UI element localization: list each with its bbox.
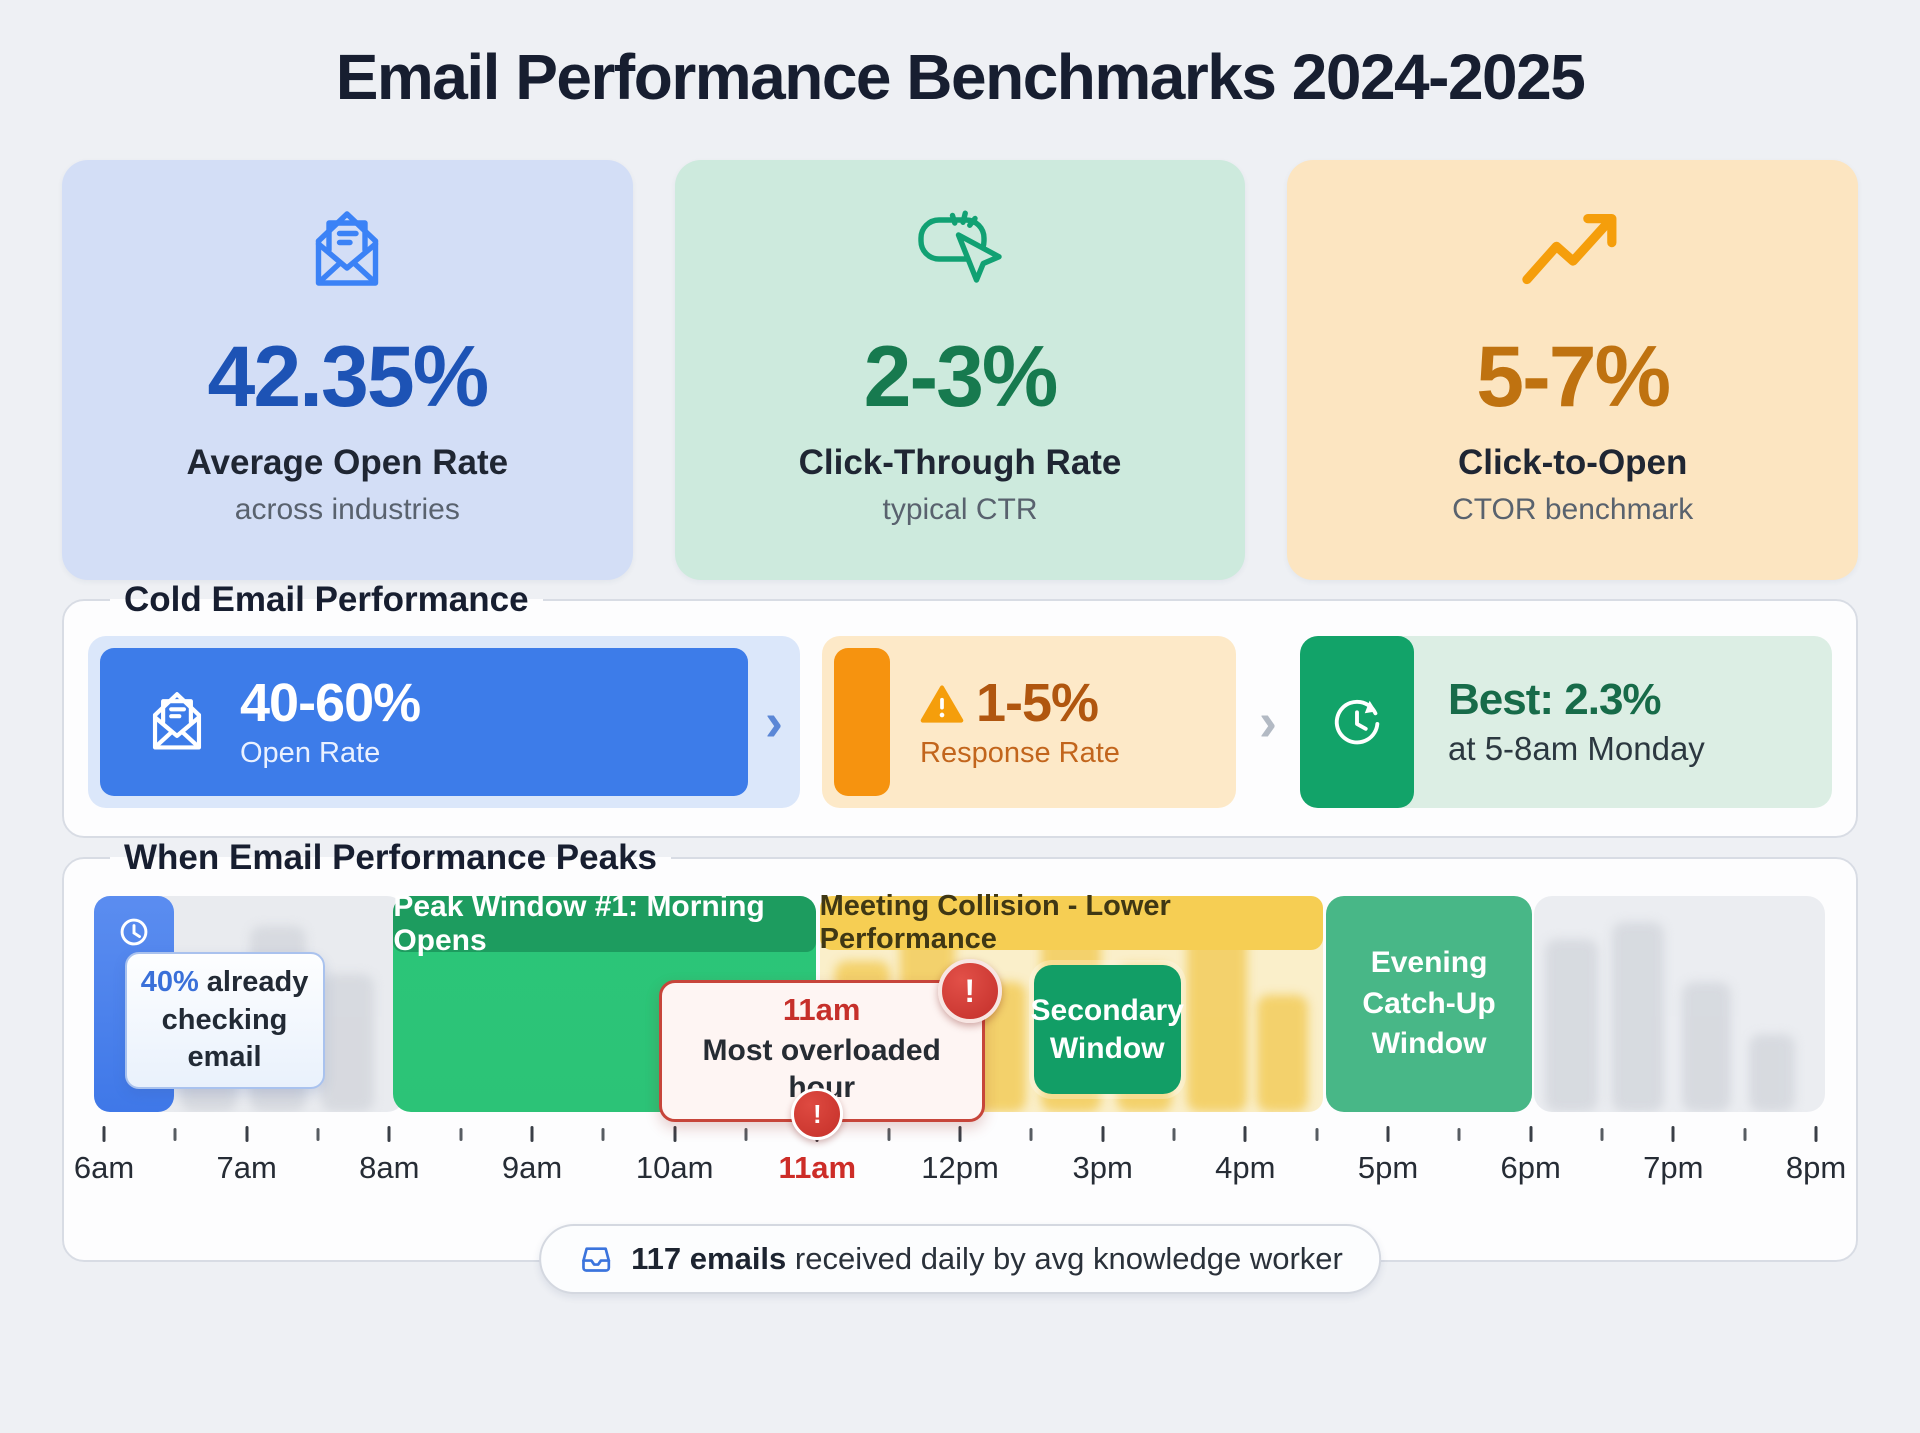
peaks-section: When Email Performance Peaks — [62, 838, 1858, 1294]
exclamation-icon: ! — [791, 1088, 844, 1140]
page-title: Email Performance Benchmarks 2024-2025 — [335, 41, 1586, 113]
clock-icon — [120, 918, 148, 946]
bg-bar — [1187, 930, 1248, 1112]
inbox-icon — [582, 1247, 611, 1272]
flow-gap — [800, 636, 822, 808]
secondary-window: Secondary Window — [1031, 965, 1184, 1094]
axis-label: 8pm — [1785, 1150, 1847, 1185]
open-rate-step-wrapper: 40-60% Open Rate › — [88, 636, 800, 808]
axis-label: 5pm — [1357, 1150, 1419, 1185]
cold-email-section: Cold Email Performance 40-60% Open Rate — [62, 580, 1858, 838]
stat-card-open-rate: 42.35% Average Open Rate across industri… — [62, 160, 633, 580]
stat-card-ctor: 5-7% Click-to-Open CTOR benchmark — [1287, 160, 1859, 580]
axis-label: 10am — [635, 1150, 714, 1185]
step-label: at 5-8am Monday — [1448, 729, 1705, 767]
step-value: 40-60% — [240, 673, 421, 734]
response-rate-step: 1-5% Response Rate — [822, 636, 1236, 808]
clock-refresh-icon — [1334, 699, 1380, 745]
cold-email-section-title: Cold Email Performance — [124, 580, 529, 619]
cold-email-flow: 40-60% Open Rate › 1-5% — [88, 636, 1832, 808]
stat-label: Click-to-Open — [1457, 443, 1688, 482]
bg-bar — [1545, 939, 1598, 1112]
bg-bar — [1612, 921, 1665, 1112]
clock-refresh-icon-box — [1300, 636, 1414, 808]
stat-label: Click-Through Rate — [798, 443, 1122, 482]
orange-accent-bar — [834, 648, 890, 796]
bg-bar — [321, 973, 375, 1112]
stat-sublabel: across industries — [234, 493, 460, 526]
mail-open-icon — [316, 211, 379, 286]
stat-label: Average Open Rate — [186, 443, 509, 482]
infographic: Email Performance Benchmarks 2024-2025 4… — [62, 41, 1859, 1294]
exclamation-icon: ! — [937, 959, 1002, 1023]
stat-sublabel: CTOR benchmark — [1452, 493, 1694, 526]
axis-label-highlight: 11am — [778, 1150, 857, 1185]
axis-label: 8am — [359, 1150, 420, 1185]
axis-label: 3pm — [1072, 1150, 1133, 1185]
axis-label: 6pm — [1500, 1150, 1561, 1185]
open-rate-step: 40-60% Open Rate — [100, 648, 748, 796]
overload-text: Most overloaded hour — [702, 1033, 941, 1105]
stat-value: 5-7% — [1476, 329, 1671, 425]
evening-catchup-window: Evening Catch-Up Window — [1326, 896, 1532, 1112]
axis-labels: 6am 7am 8am 9am 10am 11am 12pm 3pm 4pm 5… — [74, 1150, 1846, 1192]
daily-email-count-pill: 117 emails received daily by avg knowled… — [539, 1224, 1381, 1294]
axis-label: 6am — [73, 1150, 135, 1185]
bg-bar — [1748, 1034, 1796, 1112]
mail-open-icon — [152, 692, 202, 750]
morning-peak-label: Peak Window #1: Morning Opens — [393, 890, 817, 957]
stat-value: 2-3% — [863, 329, 1059, 425]
axis-label: 7am — [216, 1150, 277, 1185]
best-time-step: Best: 2.3% at 5-8am Monday — [1300, 636, 1832, 808]
stat-sublabel: typical CTR — [882, 493, 1038, 526]
step-label: Response Rate — [920, 736, 1120, 769]
axis-label: 4pm — [1215, 1150, 1276, 1185]
daily-email-count-text: 117 emails received daily by avg knowled… — [631, 1241, 1343, 1276]
stat-cards-row: 42.35% Average Open Rate across industri… — [62, 160, 1859, 580]
stat-card-ctr: 2-3% Click-Through Rate typical CTR — [674, 160, 1246, 580]
evening-gray-zone — [1533, 896, 1825, 1112]
peaks-section-title: When Email Performance Peaks — [124, 838, 657, 877]
timeline-body: Peak Window #1: Morning Opens Meeting Co… — [74, 890, 1846, 1232]
overload-time: 11am — [782, 992, 861, 1027]
step-value: Best: 2.3% — [1448, 675, 1662, 725]
chevron-right-icon: › — [765, 692, 783, 752]
axis-label: 7pm — [1643, 1150, 1704, 1185]
timeline-chart: Peak Window #1: Morning Opens Meeting Co… — [93, 890, 1825, 1140]
trending-up-icon — [1521, 214, 1617, 285]
warning-triangle-icon — [920, 684, 964, 723]
early-check-callout: 40% already checking email — [124, 952, 325, 1090]
stat-value: 42.35% — [207, 329, 489, 425]
cursor-click-icon — [918, 210, 1002, 283]
axis-label: 12pm — [921, 1150, 999, 1185]
step-value: 1-5% — [920, 674, 1120, 733]
chevron-right-icon: › — [1259, 692, 1277, 752]
bg-bar — [1257, 995, 1308, 1112]
meeting-collision-label: Meeting Collision - Lower Performance — [819, 890, 1323, 955]
bg-bar — [1681, 982, 1732, 1112]
axis-label: 9am — [501, 1150, 563, 1185]
axis-ticks — [102, 1122, 1818, 1146]
step-label: Open Rate — [240, 736, 381, 769]
